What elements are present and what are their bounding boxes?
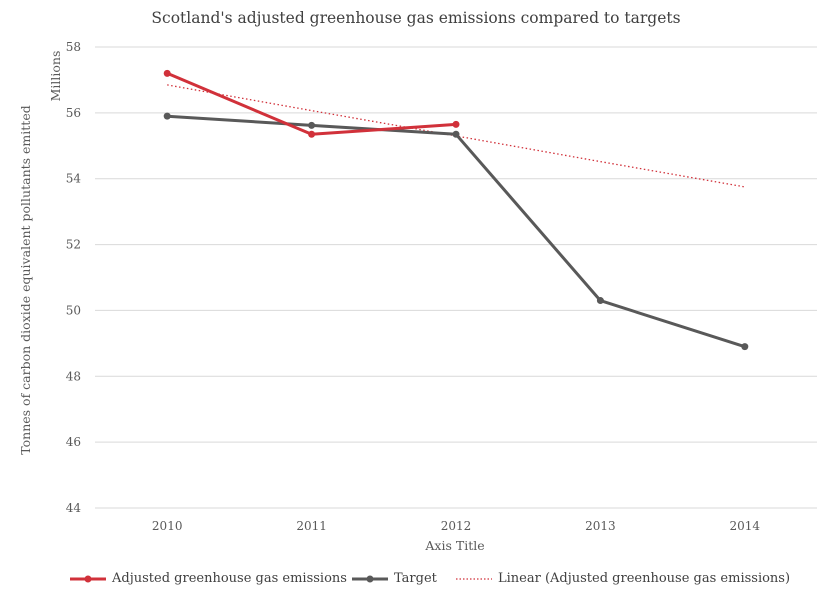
data-point <box>452 120 460 128</box>
y-tick-label: 48 <box>66 369 81 383</box>
data-point <box>308 130 316 138</box>
legend-item-linear: Linear (Adjusted greenhouse gas emission… <box>456 571 790 586</box>
series-line-1 <box>165 114 747 349</box>
y-tick-label: 58 <box>66 40 81 54</box>
data-point <box>163 69 171 77</box>
x-tick-labels: 2010 2011 2012 2013 2014 <box>152 519 761 533</box>
legend-swatch-linear <box>456 577 492 580</box>
y-tick-label: 56 <box>66 106 81 120</box>
data-point <box>596 297 604 305</box>
legend: Adjusted greenhouse gas emissions Target… <box>0 571 832 593</box>
x-tick-label: 2013 <box>585 519 616 533</box>
y-tick-label: 54 <box>66 172 82 186</box>
y-tick-label: 46 <box>66 435 81 449</box>
y-axis-units-label: Millions <box>48 51 63 102</box>
y-tick-label: 52 <box>66 238 81 252</box>
y-axis-label: Tonnes of carbon dioxide equivalent poll… <box>18 105 33 454</box>
y-tick-label: 50 <box>66 303 81 317</box>
series-lines <box>163 69 749 351</box>
data-point <box>308 121 316 129</box>
legend-label-linear: Linear (Adjusted greenhouse gas emission… <box>498 571 791 586</box>
legend-item-adjusted: Adjusted greenhouse gas emissions <box>70 571 347 586</box>
legend-swatch-adjusted <box>70 575 106 582</box>
legend-item-target: Target <box>352 571 437 586</box>
data-point <box>452 130 460 138</box>
y-tick-labels: 44 46 48 50 52 54 56 58 <box>66 40 82 515</box>
legend-label-adjusted: Adjusted greenhouse gas emissions <box>112 571 347 586</box>
chart-title: Scotland's adjusted greenhouse gas emiss… <box>151 9 681 27</box>
gridlines <box>95 46 817 509</box>
x-tick-label: 2012 <box>441 519 472 533</box>
x-tick-label: 2011 <box>296 519 327 533</box>
legend-swatch-target <box>352 575 388 582</box>
data-point <box>741 343 749 351</box>
x-tick-label: 2014 <box>730 519 761 533</box>
x-tick-label: 2010 <box>152 519 183 533</box>
legend-label-target: Target <box>394 571 437 586</box>
y-tick-label: 44 <box>66 501 82 515</box>
x-axis-label: Axis Title <box>424 538 484 553</box>
data-point <box>163 112 171 120</box>
